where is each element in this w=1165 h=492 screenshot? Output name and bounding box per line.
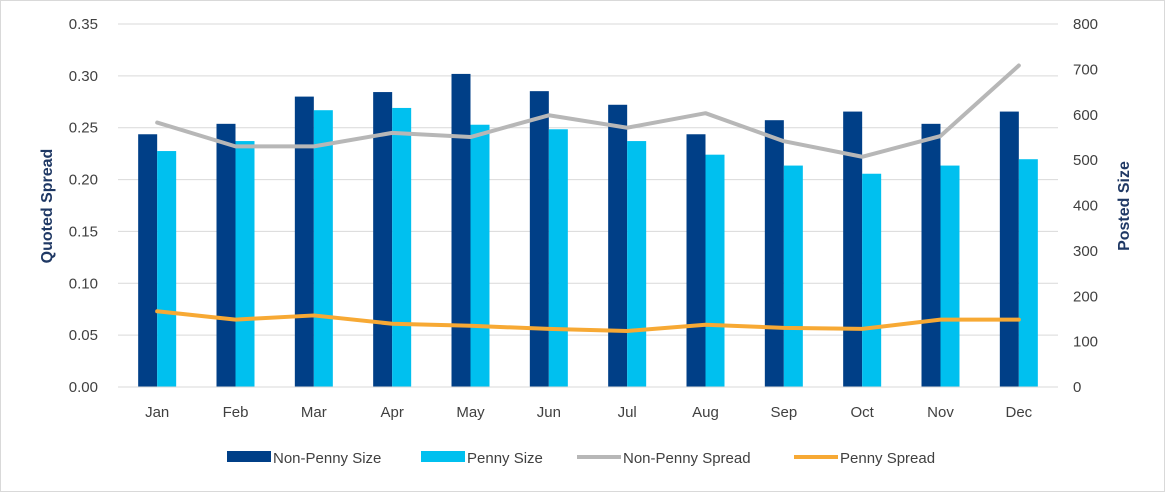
bar-penny-size [548, 129, 568, 387]
axes: 0.00 0.05 0.10 0.15 0.20 0.25 0.30 0.35 0 100 200 3… [69, 16, 1098, 421]
bar-non-penny-size [921, 123, 941, 387]
x-tick-label: Mar [301, 404, 327, 421]
bar-penny-size [940, 165, 960, 387]
x-tick-label: Jul [618, 404, 637, 421]
bar-penny-size [1018, 159, 1038, 387]
y-tick-label: 0.00 [69, 379, 98, 396]
y2-tick-label: 400 [1073, 198, 1098, 215]
x-tick-label: Aug [692, 404, 719, 421]
bar-penny-size [705, 154, 725, 387]
y-tick-label: 0.15 [69, 223, 98, 240]
bar-non-penny-size [451, 73, 471, 387]
bar-penny-size [783, 165, 803, 387]
y2-tick-label: 500 [1073, 152, 1098, 169]
y2-tick-label: 300 [1073, 243, 1098, 260]
bar-non-penny-size [999, 111, 1019, 387]
bar-non-penny-size [608, 104, 628, 387]
x-tick-label: Feb [223, 404, 249, 421]
bar-penny-size [862, 173, 882, 387]
line-non-penny-spread [155, 63, 1021, 159]
bar-non-penny-size [686, 134, 706, 387]
y2-tick-label: 800 [1073, 16, 1098, 33]
legend: Non-Penny Size Penny Size Non-Penny Spread… [227, 450, 935, 467]
legend-label-non-penny-size: Non-Penny Size [273, 450, 381, 467]
y-tick-label: 0.25 [69, 120, 98, 137]
x-tick-label: Apr [380, 404, 403, 421]
line-penny-spread [155, 309, 1021, 333]
gridlines [118, 23, 1058, 388]
bar-penny-size [470, 124, 490, 388]
y2-tick-label: 600 [1073, 107, 1098, 124]
y-axis-title: Quoted Spread [39, 149, 56, 264]
legend-label-non-penny-spread: Non-Penny Spread [623, 450, 751, 467]
x-tick-label: Dec [1005, 404, 1032, 421]
y-tick-label: 0.10 [69, 275, 98, 292]
y-tick-label: 0.05 [69, 327, 98, 344]
legend-label-penny-size: Penny Size [467, 450, 543, 467]
legend-swatch-penny-size [421, 451, 465, 462]
y-tick-label: 0.20 [69, 172, 98, 189]
bar-non-penny-size [373, 92, 393, 387]
y2-tick-label: 200 [1073, 288, 1098, 305]
bar-non-penny-size [216, 123, 236, 387]
x-tick-label: Nov [927, 404, 954, 421]
bar-penny-size [392, 107, 412, 387]
x-tick-label: Jan [145, 404, 169, 421]
y2-axis-title: Posted Size [1116, 161, 1133, 251]
bar-penny-size [627, 141, 647, 387]
legend-label-penny-spread: Penny Spread [840, 450, 935, 467]
y2-tick-label: 700 [1073, 61, 1098, 78]
bar-non-penny-size [843, 111, 863, 387]
bar-non-penny-size [529, 91, 549, 387]
x-tick-label: May [456, 404, 485, 421]
y-tick-label: 0.35 [69, 16, 98, 33]
x-tick-label: Jun [537, 404, 561, 421]
legend-swatch-non-penny-size [227, 451, 271, 462]
bar-non-penny-size [764, 120, 784, 387]
x-tick-label: Oct [850, 404, 874, 421]
y2-tick-label: 100 [1073, 334, 1098, 351]
bar-penny-size [313, 110, 333, 388]
bar-penny-size [235, 141, 255, 387]
bar-non-penny-size [294, 96, 314, 387]
bar-non-penny-size [138, 134, 158, 387]
y2-tick-label: 0 [1073, 379, 1081, 396]
bar-penny-size [157, 151, 177, 387]
spread-lines [155, 63, 1021, 333]
x-tick-label: Sep [770, 404, 797, 421]
y-tick-label: 0.30 [69, 68, 98, 85]
